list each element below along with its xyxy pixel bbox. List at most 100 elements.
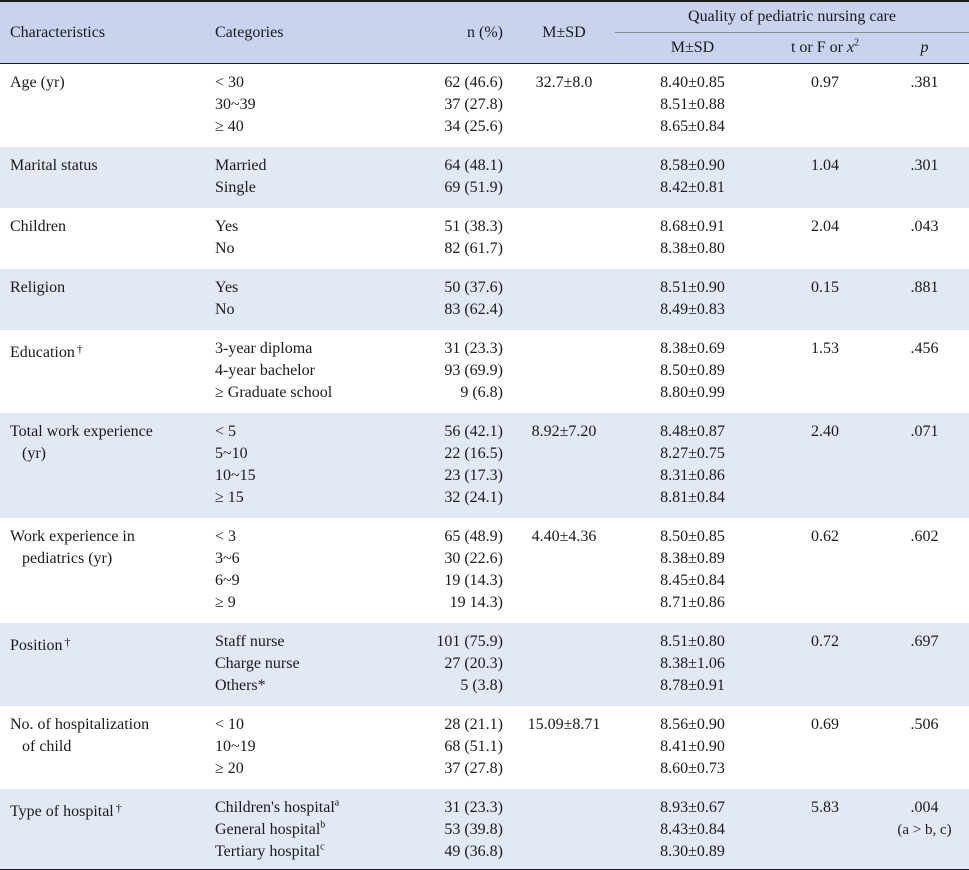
table-row: Children Yes No 51 (38.3) 82 (61.7) 8.68±0.91… <box>0 208 969 269</box>
characteristic-cell: Age (yr) <box>0 64 205 148</box>
test-statistic-cell: 2.40 <box>770 413 880 518</box>
p-value-cell: .071 <box>880 413 969 518</box>
mean-sd-cell: 8.92±7.20 <box>513 413 615 518</box>
quality-mean-sd-value: 8.38±0.89 <box>660 550 725 567</box>
p-value-cell: .602 <box>880 518 969 623</box>
p-value: .881 <box>910 279 939 296</box>
category-label: Charge nurse <box>215 655 300 672</box>
n-percent-value: 50 (37.6) <box>444 279 503 296</box>
n-percent-value: 83 (62.4) <box>444 301 503 318</box>
n-percent-value: 19 (14.3) <box>444 572 503 589</box>
test-statistic-value: 1.04 <box>811 157 839 174</box>
quality-mean-sd-value: 8.31±0.86 <box>660 467 725 484</box>
n-percent-cell: 50 (37.6) 83 (62.4) <box>360 269 513 330</box>
p-value: .004 <box>910 799 939 816</box>
characteristic-label: Type of hospital <box>10 803 114 820</box>
category-label: 3~6 <box>215 550 240 567</box>
test-statistic-cell: 0.69 <box>770 706 880 789</box>
characteristic-cell: Total work experience (yr) <box>0 413 205 518</box>
category-label: ≥ 9 <box>215 594 236 611</box>
categories-cell: Married Single <box>205 147 360 208</box>
n-percent-value: 31 (23.3) <box>444 799 503 816</box>
quality-mean-sd-cell: 8.58±0.90 8.42±0.81 <box>615 147 770 208</box>
category-label: < 30 <box>215 74 245 91</box>
categories-cell: Staff nurse Charge nurse Others* <box>205 623 360 706</box>
category-label: ≥ 40 <box>215 118 244 135</box>
test-statistic-value: 2.40 <box>811 423 839 440</box>
n-percent-cell: 28 (21.1) 68 (51.1) 37 (27.8) <box>360 706 513 789</box>
characteristic-label-wrap: Position † <box>10 631 195 657</box>
n-percent-value: 30 (22.6) <box>444 550 503 567</box>
category-label: < 3 <box>215 528 237 545</box>
test-statistic-cell: 0.15 <box>770 269 880 330</box>
test-statistic-cell: 5.83 <box>770 789 880 870</box>
header-quality: Quality of pediatric nursing care <box>615 1 969 33</box>
n-percent-value: 37 (27.8) <box>444 96 503 113</box>
category-label: General hospital <box>215 821 321 838</box>
mean-sd-cell <box>513 269 615 330</box>
test-statistic-value: 5.83 <box>811 799 839 816</box>
quality-mean-sd-value: 8.45±0.84 <box>660 572 725 589</box>
mean-sd-cell: 4.40±4.36 <box>513 518 615 623</box>
quality-mean-sd-cell: 8.40±0.85 8.51±0.88 8.65±0.84 <box>615 64 770 148</box>
header-characteristics: Characteristics <box>0 1 205 64</box>
table-header: Characteristics Categories n (%) M±SD Qu… <box>0 1 969 64</box>
test-statistic-cell: 1.53 <box>770 330 880 413</box>
characteristic-label: Total work experience <box>10 423 153 440</box>
quality-mean-sd-value: 8.38±1.06 <box>660 655 725 672</box>
header-p: p <box>880 32 969 64</box>
characteristic-cell: Education † <box>0 330 205 413</box>
p-value-cell: .506 <box>880 706 969 789</box>
mean-sd-value: 15.09±8.71 <box>527 716 601 733</box>
categories-cell: < 3 3~6 6~9 ≥ 9 <box>205 518 360 623</box>
n-percent-value: 19 14.3) <box>449 594 503 611</box>
header-test-label: t or F or <box>790 39 847 56</box>
test-statistic-value: 0.69 <box>811 716 839 733</box>
n-percent-value: 62 (46.6) <box>444 74 503 91</box>
n-percent-cell: 64 (48.1) 69 (51.9) <box>360 147 513 208</box>
quality-mean-sd-cell: 8.68±0.91 8.38±0.80 <box>615 208 770 269</box>
characteristic-label: (yr) <box>22 445 46 462</box>
n-percent-value: 93 (69.9) <box>444 362 503 379</box>
n-percent-value: 101 (75.9) <box>436 633 503 650</box>
characteristic-label: Work experience in <box>10 528 135 545</box>
test-statistic-value: 2.04 <box>811 218 839 235</box>
test-statistic-cell: 1.04 <box>770 147 880 208</box>
n-percent-value: 82 (61.7) <box>444 240 503 257</box>
mean-sd-cell <box>513 147 615 208</box>
categories-cell: Yes No <box>205 208 360 269</box>
p-value-cell: .456 <box>880 330 969 413</box>
test-statistic-cell: 0.97 <box>770 64 880 148</box>
quality-mean-sd-value: 8.48±0.87 <box>660 423 725 440</box>
categories-cell: < 5 5~10 10~15 ≥ 15 <box>205 413 360 518</box>
header-categories: Categories <box>205 1 360 64</box>
characteristic-label: of child <box>22 738 72 755</box>
table-row: Type of hospital † Children's hospitala Gen… <box>0 789 969 870</box>
characteristic-cell: Marital status <box>0 147 205 208</box>
category-label: ≥ Graduate school <box>215 384 333 401</box>
quality-mean-sd-value: 8.81±0.84 <box>660 489 725 506</box>
quality-mean-sd-value: 8.58±0.90 <box>660 157 725 174</box>
category-label: 30~39 <box>215 96 256 113</box>
quality-mean-sd-value: 8.41±0.90 <box>660 738 725 755</box>
category-label: < 10 <box>215 716 245 733</box>
table-body: Age (yr) < 30 30~39 ≥ 40 62 (46.6) 37 (27.8) 3… <box>0 64 969 870</box>
categories-cell: 3-year diploma 4-year bachelor ≥ Graduate … <box>205 330 360 413</box>
category-label: Yes <box>215 218 239 235</box>
mean-sd-cell: 15.09±8.71 <box>513 706 615 789</box>
p-value-cell: .881 <box>880 269 969 330</box>
n-percent-value: 23 (17.3) <box>444 467 503 484</box>
category-label: 5~10 <box>215 445 248 462</box>
characteristic-label-wrap: Education † <box>10 338 195 364</box>
n-percent-value: 65 (48.9) <box>444 528 503 545</box>
characteristic-label: Marital status <box>10 157 98 174</box>
table-row: Position † Staff nurse Charge nurse Others* 1… <box>0 623 969 706</box>
n-percent-cell: 56 (42.1) 22 (16.5) 23 (17.3) 32 (24.1) <box>360 413 513 518</box>
test-statistic-value: 1.53 <box>811 340 839 357</box>
category-label: 4-year bachelor <box>215 362 315 379</box>
characteristic-cell: Religion <box>0 269 205 330</box>
test-statistic-value: 0.72 <box>811 633 839 650</box>
n-percent-value: 31 (23.3) <box>444 340 503 357</box>
characteristic-label: Children <box>10 218 66 235</box>
